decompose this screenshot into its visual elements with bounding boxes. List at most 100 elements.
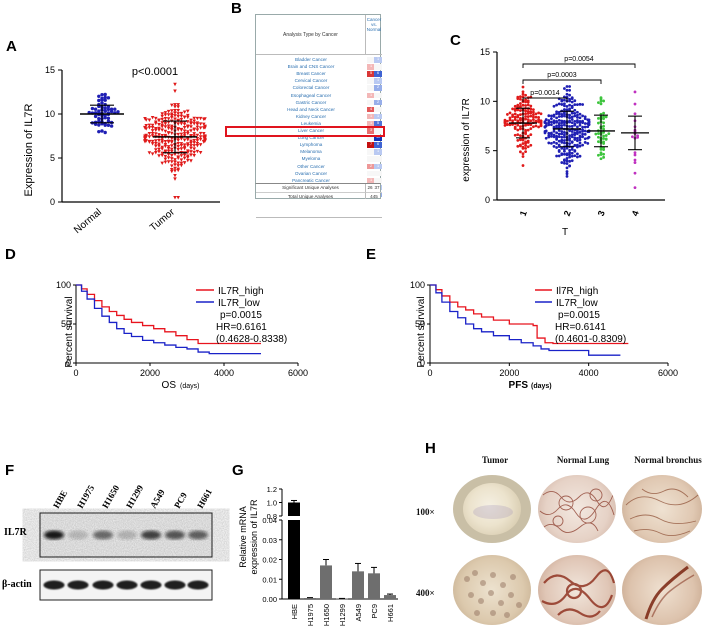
panel-c-ytick-label: 10 <box>480 96 490 106</box>
panel-c-point <box>524 104 527 107</box>
panel-b-row-name: Other Cancer <box>297 163 325 169</box>
panel-c-point <box>547 123 551 127</box>
panel-a-point-tumor <box>182 125 187 130</box>
micrograph-bronchus-400x-pattern <box>644 565 695 620</box>
panel-c-point <box>513 112 517 116</box>
panel-a-point-tumor <box>176 109 180 113</box>
panel-c-point <box>602 148 605 152</box>
panel-d-ytick-label: 0 <box>66 358 71 368</box>
panel-c-point <box>573 108 577 112</box>
panel-a-point-tumor <box>182 134 187 138</box>
panel-a-point-tumor <box>166 149 171 154</box>
panel-a-point-tumor <box>198 116 203 121</box>
panel-c-point <box>633 90 637 94</box>
panel-f-il7r-band <box>141 530 161 540</box>
panel-c-point <box>578 134 582 138</box>
panel-c-point <box>568 88 571 92</box>
panel-c-point <box>565 88 569 92</box>
panel-c-point <box>555 142 558 145</box>
panel-c-point <box>568 85 571 88</box>
panel-c-xtick-1: 1 <box>518 209 529 217</box>
panel-c-point <box>568 107 571 111</box>
panel-f-lane-label: PC9 <box>172 490 189 510</box>
panel-c-point <box>511 113 514 117</box>
panel-c-point <box>529 133 533 137</box>
panel-a-point-tumor <box>173 169 177 173</box>
panel-b-cell-over <box>367 78 375 84</box>
panel-c-point <box>602 99 605 103</box>
panel-c-point <box>519 105 522 108</box>
panel-c-point <box>570 111 574 114</box>
panel-a-point-tumor <box>179 132 184 137</box>
panel-c-point <box>534 112 538 116</box>
panel-a-point-tumor <box>163 157 168 162</box>
panel-c-point <box>532 115 535 119</box>
panel-c-point <box>565 170 569 173</box>
panel-c-point <box>602 140 605 144</box>
panel-a-point-normal <box>103 95 107 100</box>
panel-b-cell-over: 1 <box>367 113 375 120</box>
panel-c-point <box>521 146 525 150</box>
panel-c-point <box>581 119 584 123</box>
panel-a-point-tumor <box>173 166 177 171</box>
panel-c-point <box>560 99 564 103</box>
panel-a-point-tumor <box>163 149 168 153</box>
panel-c-point <box>534 124 538 128</box>
panel-c-point <box>511 107 514 111</box>
panel-a-point-normal <box>100 92 104 97</box>
panel-c-point <box>581 132 584 136</box>
panel-a-point-tumor <box>150 129 155 133</box>
panel-a-point-tumor <box>182 153 187 158</box>
panel-c-point <box>563 102 566 106</box>
panel-b-row: Liver Cancer 3 <box>256 127 382 134</box>
panel-b-sig-a: 26 <box>367 185 373 190</box>
panel-d-xlabel: OS <box>162 380 177 391</box>
panel-a-point-tumor <box>179 127 184 132</box>
panel-b-cell-under <box>374 177 382 184</box>
panel-b-row: Head and Neck Cancer 4 <box>256 106 382 113</box>
micrograph-lung-100x <box>538 475 616 543</box>
panel-c-point <box>524 130 527 134</box>
panel-a-point-tumor <box>182 143 187 147</box>
panel-c-point <box>587 118 591 122</box>
panel-b-sig-b: 37 <box>374 185 380 190</box>
panel-c-point <box>570 130 574 133</box>
panel-a-point-normal <box>106 119 111 123</box>
panel-b-cell-under: 1 <box>374 163 382 169</box>
panel-a-point-tumor <box>189 121 193 125</box>
panel-a-point-tumor <box>157 119 161 123</box>
panel-b-cell-over <box>367 156 375 162</box>
panel-a-point-tumor <box>157 144 161 148</box>
panel-c-point <box>602 124 605 128</box>
panel-c-point <box>516 144 520 148</box>
panel-e-curve-low <box>430 284 621 356</box>
panel-f-lane-label: H1650 <box>100 483 121 510</box>
panel-c-ylabel: expression of IL7R <box>461 98 472 181</box>
panel-a-point-tumor <box>179 111 184 116</box>
panel-c-point <box>550 123 553 127</box>
panel-c-point <box>573 114 577 118</box>
panel-a-point-tumor <box>160 121 164 125</box>
panel-a-point-tumor <box>182 161 187 165</box>
panel-b-sig-label: Significant Unique Analyses <box>256 184 366 192</box>
micrograph-tumor-400x <box>453 555 531 625</box>
panel-c-point <box>599 151 603 155</box>
panel-b-cell-under: 6 <box>374 142 382 148</box>
panel-c-point <box>508 123 512 127</box>
panel-a-xtick-normal: Normal <box>72 207 104 236</box>
panel-c-point <box>599 157 603 161</box>
panel-c-point <box>563 133 566 137</box>
panel-c-point <box>573 119 577 123</box>
panel-c-point <box>524 141 527 145</box>
panel-a-point-tumor <box>179 154 184 158</box>
panel-a-point-tumor <box>202 140 206 144</box>
panel-c-point <box>560 135 564 139</box>
panel-a-point-tumor <box>186 130 190 134</box>
panel-c-point <box>570 115 574 119</box>
panel-a-point-tumor <box>147 118 152 122</box>
panel-c-point <box>633 171 637 175</box>
panel-c-point <box>516 138 520 142</box>
panel-a-point-tumor <box>195 143 200 148</box>
panel-c-point <box>524 146 527 150</box>
panel-c-point <box>578 130 582 134</box>
